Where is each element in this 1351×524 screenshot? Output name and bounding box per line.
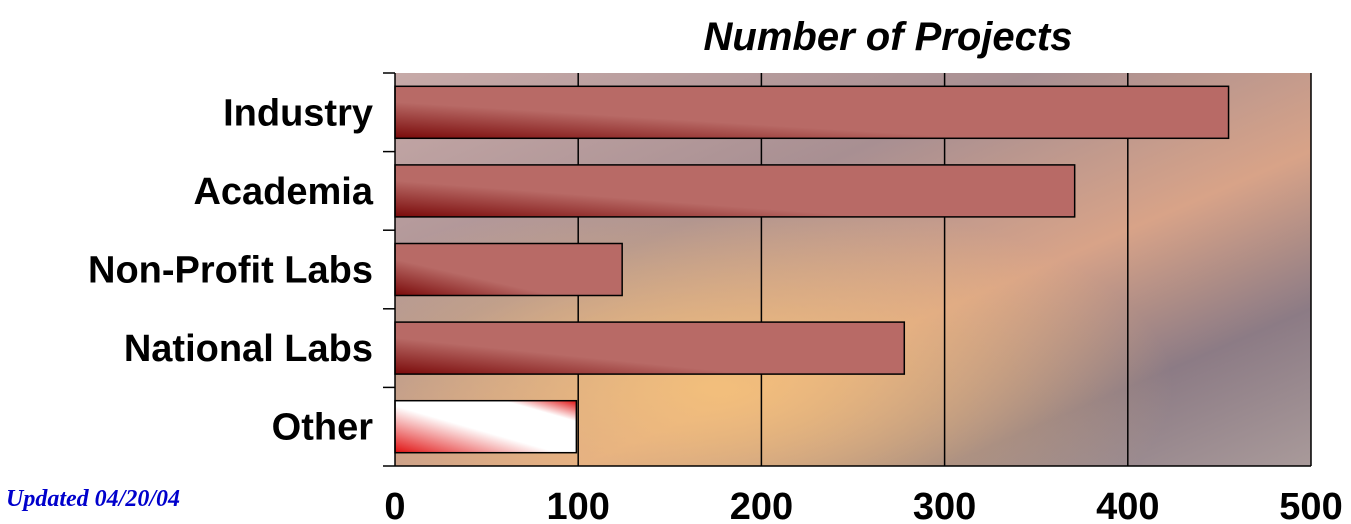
category-label-non-profit-labs: Non-Profit Labs [88, 250, 373, 292]
updated-note: Updated 04/20/04 [6, 486, 180, 512]
axes [383, 72, 1311, 467]
x-tick-label-100: 100 [546, 486, 609, 524]
x-tick-labels: 0 100 200 300 400 500 [384, 486, 1342, 524]
category-labels: Industry Academia Non-Profit Labs National … [88, 92, 374, 448]
x-tick-label-0: 0 [384, 486, 405, 524]
category-label-academia: Academia [193, 171, 373, 213]
category-label-national-labs: National Labs [124, 328, 373, 370]
bar-national-labs [394, 321, 906, 375]
x-tick-label-200: 200 [730, 486, 793, 524]
x-tick-label-500: 500 [1279, 486, 1342, 524]
bar-non-profit-labs [394, 242, 623, 297]
x-tick-label-400: 400 [1096, 486, 1159, 524]
category-label-industry: Industry [223, 92, 373, 134]
bar-industry [394, 85, 1230, 140]
bar-academia [394, 164, 1076, 218]
x-tick-label-300: 300 [913, 486, 976, 524]
category-label-other: Other [272, 407, 374, 449]
chart-title: Number of Projects [704, 15, 1073, 59]
bar-other [394, 399, 578, 454]
